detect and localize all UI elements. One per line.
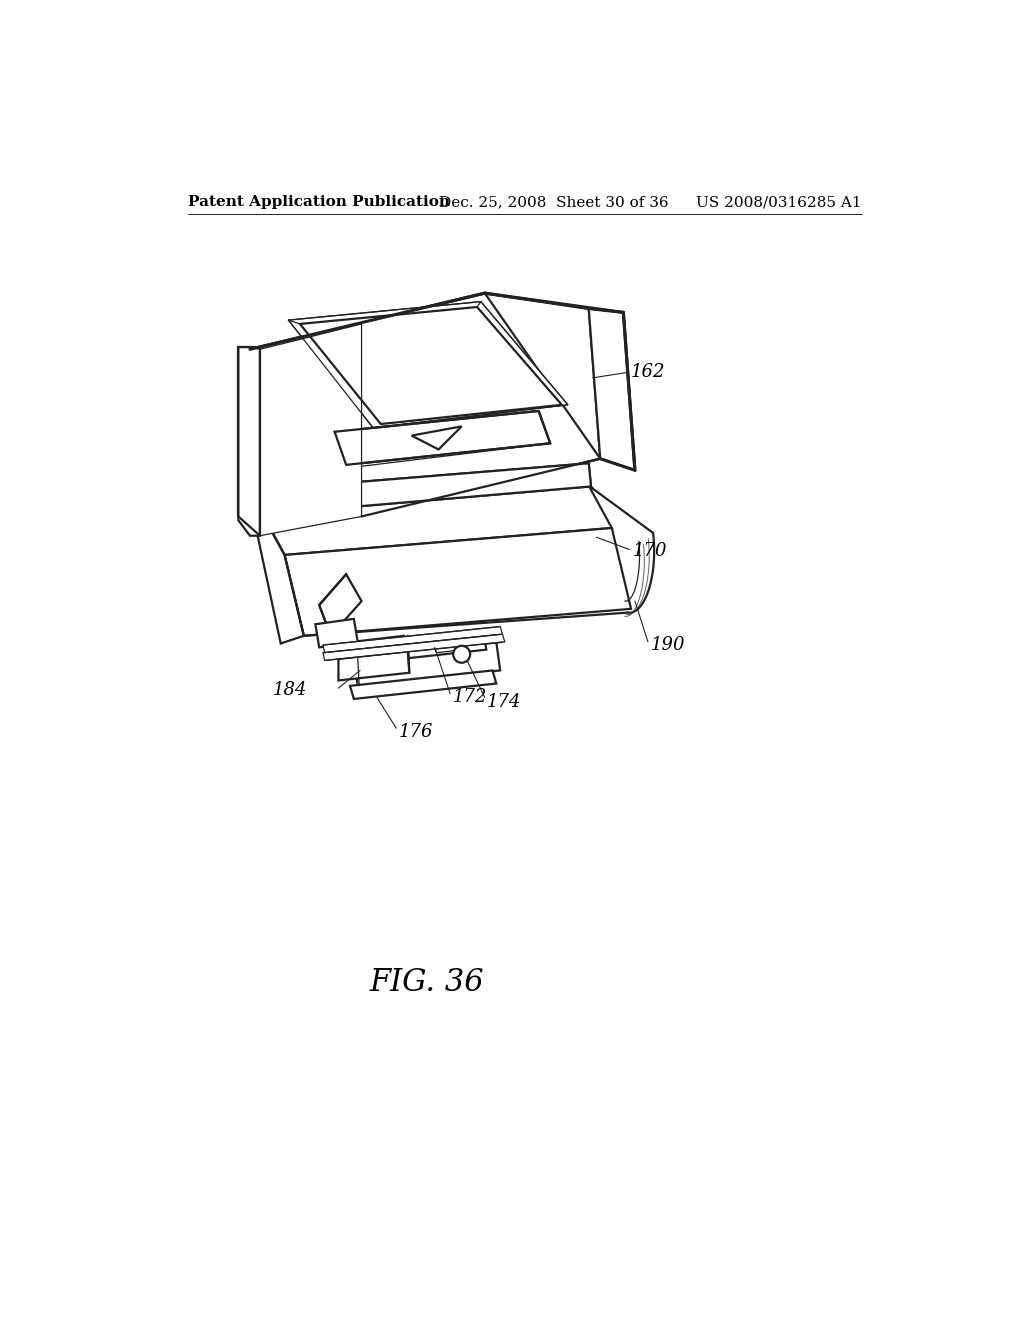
Text: Dec. 25, 2008  Sheet 30 of 36: Dec. 25, 2008 Sheet 30 of 36 <box>438 195 669 210</box>
Polygon shape <box>258 512 304 644</box>
Text: 184: 184 <box>273 681 307 698</box>
Polygon shape <box>339 636 408 659</box>
Polygon shape <box>250 293 600 516</box>
Polygon shape <box>315 619 357 647</box>
Text: Patent Application Publication: Patent Application Publication <box>188 195 451 210</box>
Text: 172: 172 <box>453 689 487 706</box>
Text: 162: 162 <box>631 363 666 381</box>
Polygon shape <box>323 635 505 660</box>
Polygon shape <box>265 463 591 515</box>
Polygon shape <box>589 309 635 470</box>
Polygon shape <box>370 660 393 669</box>
Polygon shape <box>300 308 562 424</box>
Polygon shape <box>335 411 550 465</box>
Polygon shape <box>400 640 486 659</box>
Text: 176: 176 <box>398 723 433 741</box>
Polygon shape <box>339 651 410 681</box>
Polygon shape <box>289 302 568 428</box>
Polygon shape <box>350 671 497 700</box>
Text: FIG. 36: FIG. 36 <box>370 966 484 998</box>
Polygon shape <box>354 632 497 657</box>
Circle shape <box>454 645 470 663</box>
Polygon shape <box>260 323 361 536</box>
Polygon shape <box>265 490 276 515</box>
Polygon shape <box>285 528 631 636</box>
Polygon shape <box>323 627 503 653</box>
Polygon shape <box>435 642 463 653</box>
Polygon shape <box>354 642 500 686</box>
Polygon shape <box>412 426 462 449</box>
Polygon shape <box>250 350 258 459</box>
Polygon shape <box>319 574 361 636</box>
Polygon shape <box>239 347 260 536</box>
Polygon shape <box>357 655 401 673</box>
Text: 174: 174 <box>486 693 521 711</box>
Text: US 2008/0316285 A1: US 2008/0316285 A1 <box>696 195 862 210</box>
Text: 190: 190 <box>650 636 685 653</box>
Text: 170: 170 <box>633 543 667 560</box>
Polygon shape <box>261 486 611 554</box>
